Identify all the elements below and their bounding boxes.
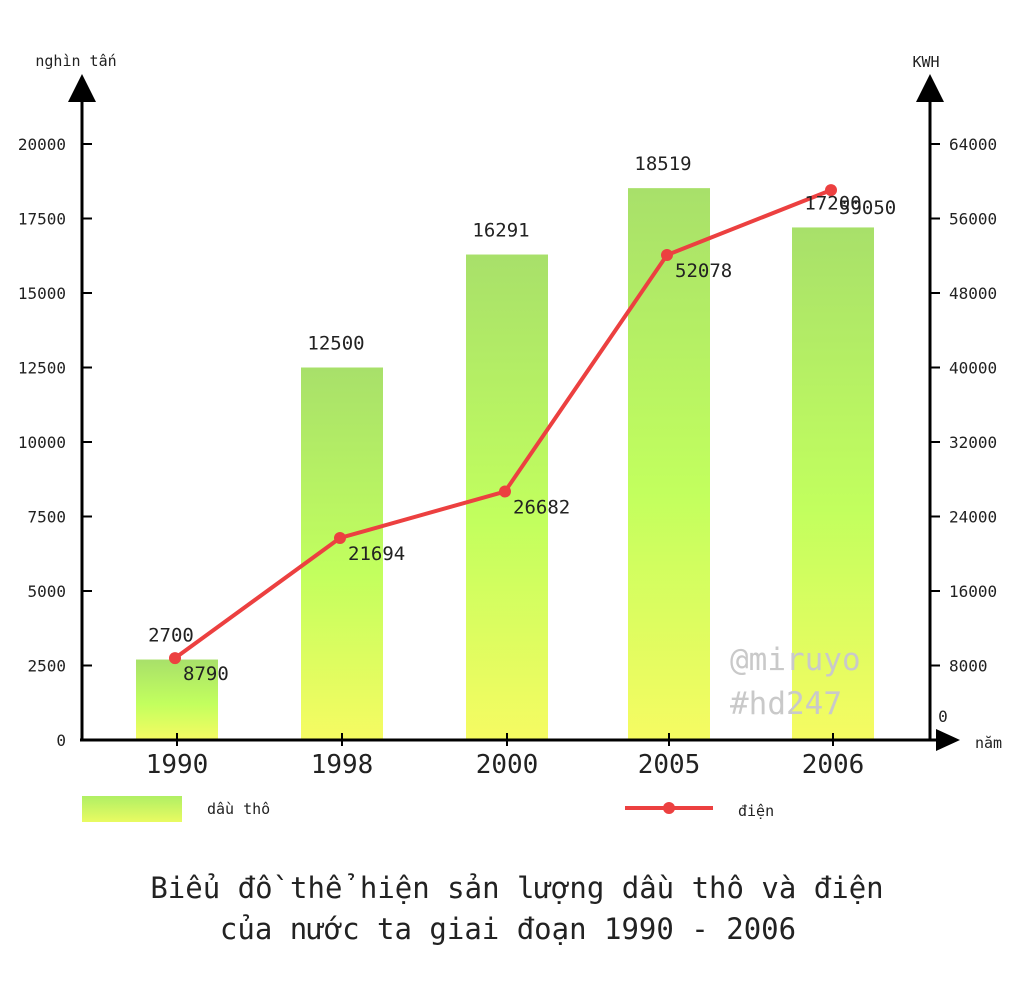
left-axis-unit: nghìn tấn [35, 52, 116, 70]
x-tick-label-2005: 2005 [638, 750, 701, 780]
left-tick-label: 17500 [18, 210, 66, 229]
left-tick-label: 2500 [27, 657, 66, 676]
chart-title-line-2: của nước ta giai đoạn 1990 - 2006 [220, 912, 796, 946]
chart-title-line-1: Biểu đồ thể hiện sản lượng dầu thô và đi… [150, 871, 883, 905]
right-tick-label: 16000 [949, 582, 997, 601]
right-tick-label: 32000 [949, 433, 997, 452]
legend-swatch-crude-oil [82, 796, 182, 822]
watermark-line-1: @miruyo [730, 642, 861, 678]
electricity-point-2005 [661, 249, 673, 262]
bar-value-label: 12500 [307, 333, 364, 355]
bar-value-label: 17200 [804, 192, 861, 214]
right-tick-label: 64000 [949, 135, 997, 154]
left-tick-label: 5000 [27, 582, 66, 601]
electricity-value-label: 21694 [348, 543, 405, 565]
left-tick-label: 10000 [18, 433, 66, 452]
bar-value-label: 16291 [472, 220, 529, 242]
x-tick-label-1990: 1990 [146, 750, 209, 780]
left-axis-arrow-icon [68, 74, 96, 102]
x-axis-arrow-icon [936, 729, 960, 751]
bar-1998 [301, 367, 383, 740]
right-axis-unit: KWH [912, 53, 939, 71]
electricity-point-2006 [825, 184, 837, 197]
right-tick-label: 24000 [949, 508, 997, 527]
bar-2005 [628, 188, 710, 741]
left-tick-label: 20000 [18, 135, 66, 154]
electricity-value-label: 26682 [513, 497, 570, 519]
right-tick-label: 48000 [949, 284, 997, 303]
right-axis-arrow-icon [916, 74, 944, 102]
electricity-point-2000 [499, 485, 511, 498]
legend-label-crude-oil: dầu thô [207, 800, 270, 818]
electricity-point-1990 [169, 652, 181, 665]
right-tick-label: 40000 [949, 359, 997, 378]
watermark-line-2: #hd247 [730, 686, 842, 722]
right-tick-label: 0 [938, 707, 948, 726]
electricity-value-label: 52078 [675, 260, 732, 282]
left-tick-label: 12500 [18, 359, 66, 378]
right-tick-label: 56000 [949, 210, 997, 229]
electricity-value-label: 59050 [839, 197, 896, 219]
left-tick-label: 7500 [27, 508, 66, 527]
legend-marker-electricity [663, 802, 675, 814]
electricity-value-label: 8790 [183, 663, 229, 685]
left-tick-label: 15000 [18, 284, 66, 303]
bar-1990 [136, 659, 218, 740]
x-tick-label-2000: 2000 [476, 750, 539, 780]
bar-value-label: 2700 [148, 625, 194, 647]
bar-2006 [792, 227, 874, 740]
electricity-point-1998 [334, 531, 346, 544]
x-axis-unit: năm [975, 734, 1002, 752]
x-tick-label-1998: 1998 [311, 750, 374, 780]
legend-label-electricity: điện [738, 802, 774, 820]
right-tick-label: 8000 [949, 657, 988, 676]
x-tick-label-2006: 2006 [802, 750, 865, 780]
left-tick-label: 0 [56, 731, 66, 750]
bar-value-label: 18519 [634, 153, 691, 175]
